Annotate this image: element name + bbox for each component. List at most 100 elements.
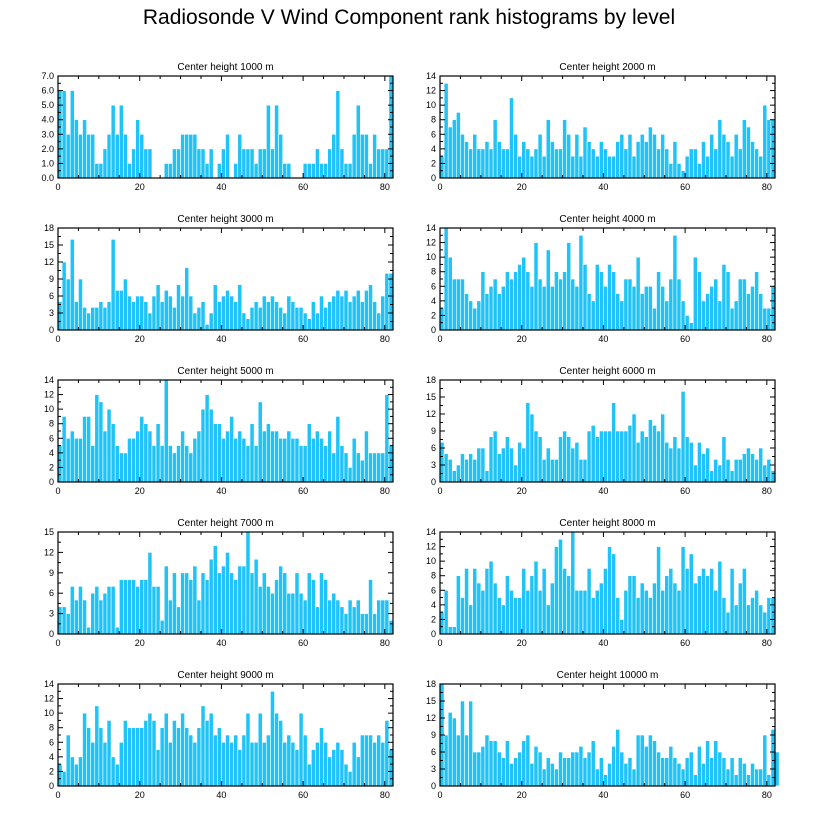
histogram-bar <box>118 579 124 635</box>
histogram-bar <box>758 604 764 635</box>
histogram-bar <box>447 626 453 635</box>
histogram-bar <box>505 436 510 483</box>
histogram-bar <box>200 148 206 179</box>
histogram-bar <box>509 97 514 179</box>
histogram-bar <box>664 575 670 635</box>
histogram-bar <box>384 599 390 635</box>
histogram-panel: Center height 3000 m 0 20 40 60 80 0 3 6 9 12 15 18 <box>44 214 394 344</box>
histogram-bar <box>476 148 482 179</box>
panel-title: Center height 9000 m <box>177 670 273 681</box>
histogram-bar <box>488 436 494 483</box>
histogram-bar <box>69 239 75 331</box>
histogram-bar <box>456 278 461 331</box>
histogram-bar <box>172 307 177 331</box>
histogram-bar <box>233 301 239 331</box>
histogram-bar <box>505 271 510 331</box>
histogram-bar <box>233 734 239 787</box>
histogram-bar <box>770 597 776 635</box>
panel-title: Center height 2000 m <box>559 62 655 73</box>
histogram-bar <box>688 442 694 483</box>
histogram-bar <box>282 163 288 179</box>
histogram-bar <box>196 307 202 331</box>
panel-title: Center height 8000 m <box>559 518 655 529</box>
histogram-bar <box>302 599 308 635</box>
panel-title: Center height 6000 m <box>559 366 655 377</box>
histogram-bar <box>327 599 333 635</box>
x-tick-label: 60 <box>298 790 308 800</box>
histogram-bar <box>549 141 555 179</box>
histogram-bar <box>660 285 665 331</box>
histogram-bar <box>525 734 531 787</box>
histogram-bar <box>106 301 112 331</box>
histogram-bar <box>464 568 469 635</box>
histogram-bar <box>517 751 523 787</box>
y-tick-label: 4 <box>49 752 54 762</box>
histogram-bar <box>692 464 698 483</box>
histogram-bar <box>184 572 190 635</box>
y-tick-label: 14 <box>44 679 54 689</box>
histogram-bar <box>266 301 271 331</box>
histogram-bar <box>102 148 108 179</box>
y-tick-label: 0 <box>431 477 436 487</box>
x-tick-label: 60 <box>680 486 690 496</box>
histogram-bar <box>102 592 108 635</box>
histogram-bar <box>257 712 263 787</box>
histogram-bar <box>339 445 345 483</box>
histogram-bar <box>656 546 661 635</box>
histogram-bar <box>643 589 649 635</box>
y-tick-label: 4 <box>431 296 436 306</box>
panel-title: Center height 5000 m <box>177 366 273 377</box>
histogram-bar <box>697 575 702 635</box>
histogram-bar <box>631 768 637 787</box>
histogram-bar <box>488 285 494 331</box>
histogram-bar <box>472 459 478 483</box>
histogram-bar <box>249 148 255 179</box>
histogram-bar <box>135 119 141 179</box>
y-tick-label: 12 <box>426 238 436 248</box>
histogram-bar <box>635 734 641 787</box>
histogram-bar <box>110 239 116 331</box>
histogram-bar <box>529 763 535 787</box>
histogram-bar <box>319 572 324 635</box>
y-tick-label: 6 <box>49 291 54 301</box>
histogram-bar <box>447 459 453 483</box>
histogram-bar <box>364 613 369 635</box>
histogram-bar <box>355 599 361 635</box>
histogram-bar <box>672 141 678 179</box>
x-tick-label: 40 <box>598 182 608 192</box>
histogram-bar <box>529 575 535 635</box>
histogram-bar <box>627 425 633 483</box>
histogram-bar <box>652 740 657 787</box>
y-tick-label: 12 <box>44 257 54 267</box>
histogram-bar <box>545 757 551 787</box>
y-tick-label: 0 <box>49 629 54 639</box>
histogram-bar <box>351 741 357 787</box>
histogram-bar <box>692 582 698 635</box>
histogram-bar <box>460 133 465 179</box>
y-tick-label: 10 <box>44 708 54 718</box>
histogram-bar <box>184 727 190 787</box>
histogram-bar <box>270 148 275 179</box>
histogram-bar <box>163 379 169 483</box>
y-tick-label: 10 <box>426 252 436 262</box>
histogram-bar <box>750 597 755 635</box>
histogram-bar <box>660 413 665 483</box>
histogram-bar <box>480 148 486 179</box>
histogram-bar <box>69 756 75 787</box>
histogram-bar <box>98 727 104 787</box>
histogram-bar <box>368 734 373 787</box>
histogram-bar <box>315 741 320 787</box>
histogram-bar <box>697 746 702 787</box>
histogram-bar <box>343 452 349 483</box>
x-tick-label: 60 <box>680 790 690 800</box>
histogram-bar <box>257 586 263 635</box>
histogram-bar <box>114 626 120 635</box>
histogram-bar <box>447 712 453 787</box>
histogram-bar <box>155 284 161 331</box>
x-tick-label: 80 <box>380 486 390 496</box>
histogram-bar <box>582 589 588 635</box>
histogram-bar <box>578 459 584 483</box>
histogram-bar <box>319 163 324 179</box>
y-tick-label: 18 <box>44 223 54 233</box>
histogram-bar <box>266 423 271 483</box>
